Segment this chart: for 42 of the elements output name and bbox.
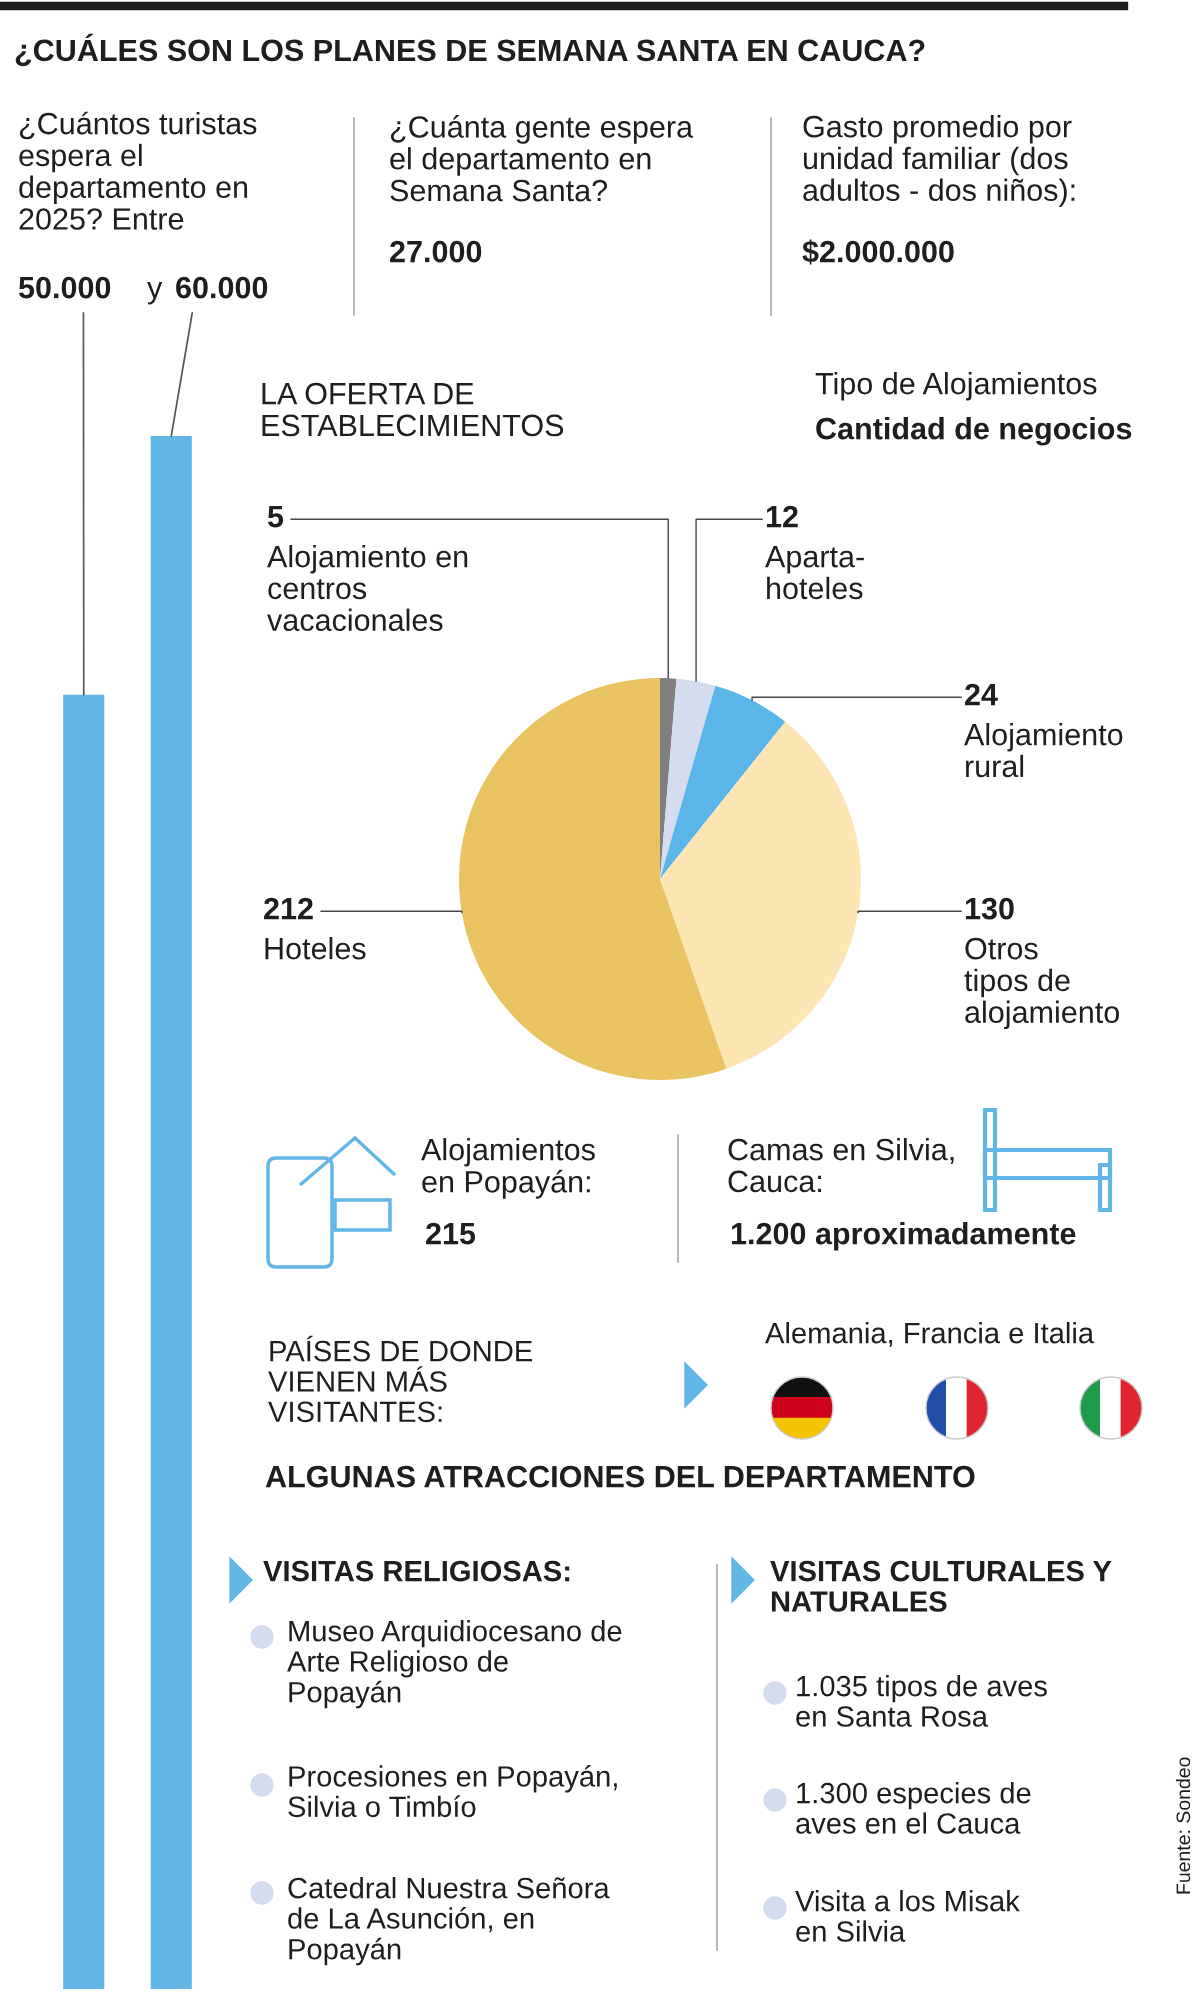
text: ALGUNAS ATRACCIONES DEL DEPARTAMENTO [265,1465,975,1488]
data-label: 50.000 [18,276,111,299]
text: Procesiones en Popayán, Silvia o Timbío [288,1765,617,1818]
text: Alojamientos en Popayán: [421,1138,595,1199]
text: 1.300 especies de aves en el Cauca [796,1782,1031,1834]
data-label: 212 [264,897,313,920]
text: Gasto promedio por unidad familiar (dos adultos - dos niños): [803,115,1075,208]
text: $2.000.000 [802,239,954,265]
slice-label: Alojamiento en centros vacacionales [267,545,468,632]
pie-slice [660,685,786,879]
text: PAÍSES DE DONDE VIENEN MÁS VISITANTES: [268,1335,533,1423]
text: 215 [426,1222,476,1245]
data-label: 60.000 [176,276,268,299]
text: Cantidad de negocios [816,417,1132,446]
pie-slice [459,678,727,1080]
text: Visita a los Misak en Silvia [795,1890,1020,1942]
slice-label: Otros tipos de alojamiento [964,937,1119,1030]
text: VISITAS CULTURALES Y NATURALES [770,1560,1112,1612]
text: 1.200 aproximadamente [731,1222,1076,1251]
text: Alemania, Francia e Italia [765,1322,1095,1347]
pie-slice [660,721,861,1069]
text: ¿Cuánta gente espera el departamento en Semana Santa? [390,115,694,202]
slice-label: Hoteles [265,937,366,960]
pie-slice [660,678,716,879]
data-label: 130 [965,897,1014,920]
data-label: 5 [267,506,284,528]
text: ¿CUÁLES SON LOS PLANES DE SEMANA SANTA EN CAUCA? [15,33,925,67]
text: Catedral Nuestra Señora de La Asunción, en Popayán [288,1877,610,1966]
slice-label: Alojamiento rural [964,723,1123,778]
chart-title: LA OFERTA DE ESTABLECIMIENTOS [262,382,564,437]
text: VISITAS RELIGIOSAS: [263,1560,570,1582]
text: 27.000 [390,240,482,263]
source-note: Fuente: Sondeo [1175,1757,1191,1894]
slice-label: Aparta-hoteles [765,546,864,600]
text: y [147,282,163,305]
text: Museo Arquidiocesano de Arte Religioso de Popayán [287,1620,622,1709]
data-label: 12 [766,505,798,528]
text: Camas en Silvia, Cauca: [728,1138,954,1193]
text: 1.035 tipos de aves en Santa Rosa [796,1675,1047,1727]
chart-title: ¿Cuántos turistas espera el departamento en 2025? Entre [19,111,257,230]
text: Tipo de Alojamientos [815,372,1097,401]
data-label: 24 [965,683,998,706]
